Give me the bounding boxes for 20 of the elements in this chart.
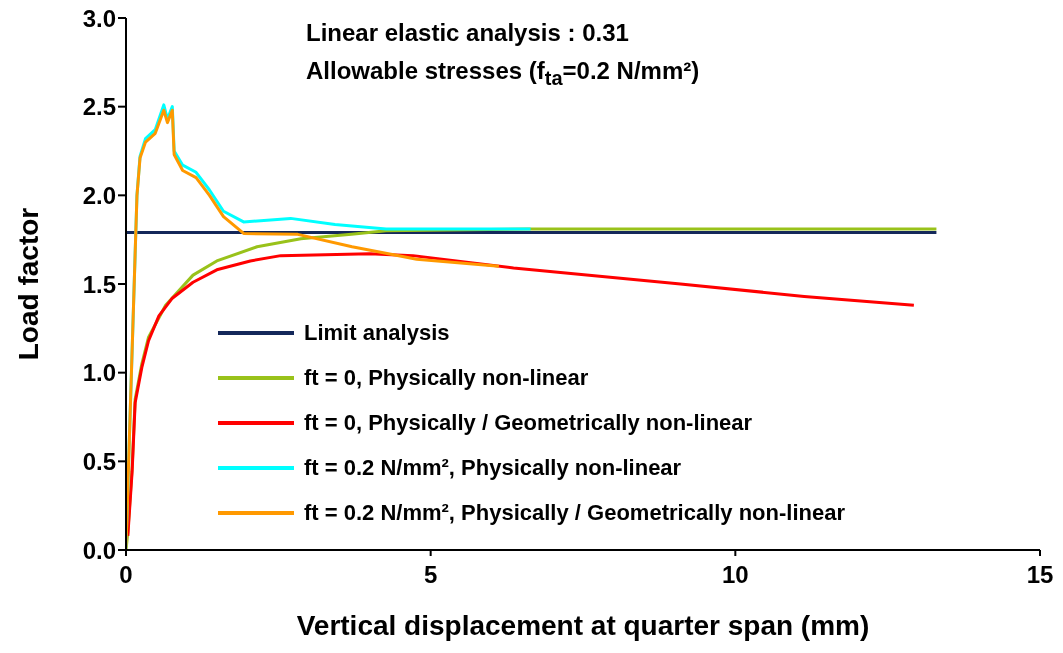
y-tick-label: 1.0 [82, 359, 116, 387]
x-tick-label: 10 [721, 561, 749, 589]
legend-label: Limit analysis [304, 319, 450, 346]
x-axis-title: Vertical displacement at quarter span (mm) [296, 610, 870, 641]
x-tick-label: 5 [423, 561, 438, 589]
y-axis-title: Load factor [12, 207, 44, 361]
legend-label: ft = 0.2 N/mm², Physically non-linear [304, 454, 682, 481]
text: Allowable stresses (f$_{ta}$=0.2 N/mm²) [306, 56, 700, 91]
x-tick-label: 0 [119, 561, 133, 589]
legend-label: ft = 0, Physically non-linear [304, 364, 589, 391]
y-tick-label: 3.0 [82, 4, 116, 32]
y-tick-label: 0.0 [82, 536, 116, 564]
chart-title: Linear elastic analysis : 0.31 [306, 18, 630, 48]
y-tick-label: 2.0 [82, 181, 116, 209]
legend-label: ft = 0, Physically / Geometrically non-linear [304, 409, 753, 436]
y-tick-label: 2.5 [82, 93, 116, 121]
y-tick-label: 0.5 [82, 447, 116, 475]
x-tick-label: 15 [1026, 561, 1054, 589]
y-tick-label: 1.5 [82, 270, 116, 298]
legend-label: ft = 0.2 N/mm², Physically / Geometrically non-linear [304, 499, 846, 526]
